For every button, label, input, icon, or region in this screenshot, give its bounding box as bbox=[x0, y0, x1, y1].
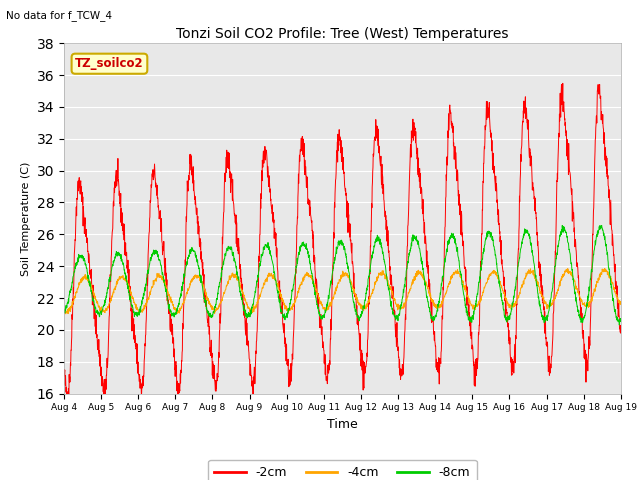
-4cm bbox=[617, 301, 625, 307]
-2cm bbox=[216, 328, 223, 334]
Title: Tonzi Soil CO2 Profile: Tree (West) Temperatures: Tonzi Soil CO2 Profile: Tree (West) Temp… bbox=[176, 27, 509, 41]
Line: -4cm: -4cm bbox=[64, 269, 621, 314]
Y-axis label: Soil Temperature (C): Soil Temperature (C) bbox=[21, 161, 31, 276]
-4cm bbox=[568, 270, 575, 276]
-8cm bbox=[559, 223, 566, 228]
-2cm bbox=[60, 367, 68, 372]
Text: No data for f_TCW_4: No data for f_TCW_4 bbox=[6, 10, 113, 21]
-2cm bbox=[504, 324, 512, 330]
-8cm bbox=[617, 316, 625, 322]
-8cm bbox=[584, 301, 591, 307]
-8cm bbox=[358, 310, 366, 315]
-2cm bbox=[617, 330, 625, 336]
-8cm bbox=[504, 313, 512, 319]
-2cm bbox=[584, 358, 591, 363]
-8cm bbox=[216, 282, 223, 288]
-8cm bbox=[371, 243, 378, 249]
-2cm bbox=[559, 81, 566, 86]
-4cm bbox=[504, 302, 512, 308]
-4cm bbox=[216, 303, 223, 309]
-4cm bbox=[584, 302, 591, 308]
-2cm bbox=[63, 403, 71, 408]
-2cm bbox=[359, 361, 367, 367]
-4cm bbox=[359, 304, 367, 310]
-4cm bbox=[371, 279, 379, 285]
-2cm bbox=[371, 134, 379, 140]
-8cm bbox=[568, 265, 575, 271]
X-axis label: Time: Time bbox=[327, 418, 358, 431]
Legend: -2cm, -4cm, -8cm: -2cm, -4cm, -8cm bbox=[208, 460, 477, 480]
Line: -2cm: -2cm bbox=[64, 84, 621, 406]
-4cm bbox=[60, 310, 68, 315]
-4cm bbox=[62, 311, 70, 317]
-8cm bbox=[60, 310, 68, 315]
-8cm bbox=[616, 322, 623, 328]
-4cm bbox=[601, 266, 609, 272]
Line: -8cm: -8cm bbox=[64, 226, 621, 325]
-2cm bbox=[568, 192, 576, 198]
Text: TZ_soilco2: TZ_soilco2 bbox=[75, 57, 144, 70]
